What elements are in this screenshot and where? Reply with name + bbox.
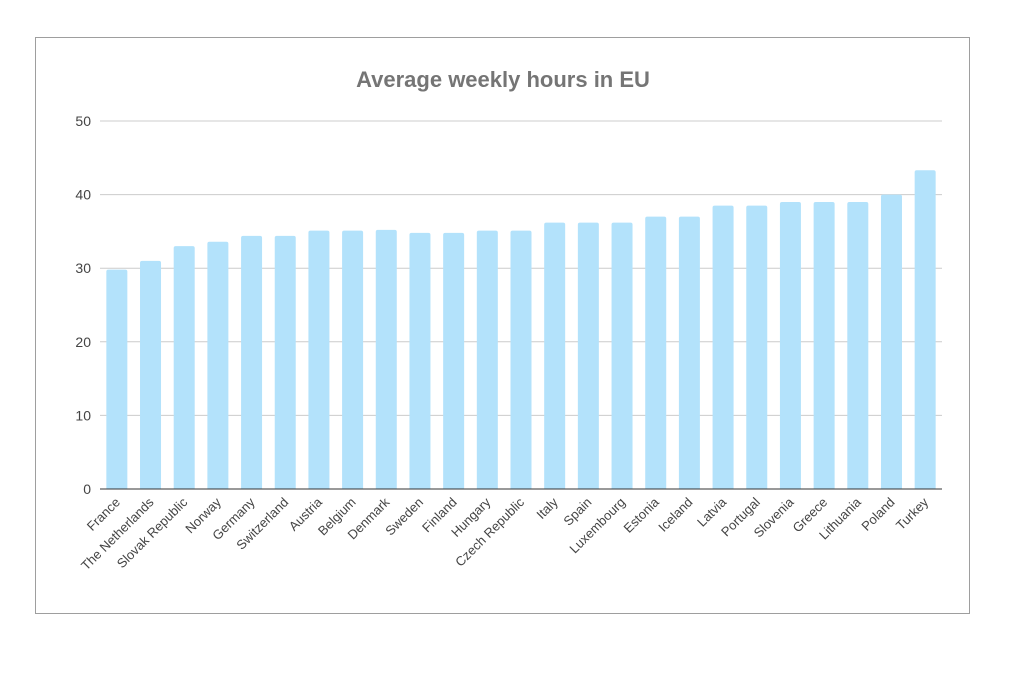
bar [611, 222, 633, 489]
bar [443, 232, 465, 489]
bar [880, 194, 902, 489]
bar [813, 201, 835, 489]
x-tick-label: Iceland [655, 495, 695, 535]
bar [544, 222, 566, 489]
bar [241, 235, 263, 489]
bar [577, 222, 599, 489]
x-tick-label: Poland [858, 495, 897, 534]
bar [779, 201, 801, 489]
chart-title: Average weekly hours in EU [356, 67, 650, 92]
bar [106, 269, 128, 489]
y-tick-label: 10 [75, 407, 91, 423]
bar [274, 235, 296, 489]
bar [678, 216, 700, 489]
bar [476, 230, 498, 489]
bar [510, 230, 532, 489]
y-tick-label: 20 [75, 334, 91, 350]
x-tick-label: Turkey [893, 494, 932, 533]
y-tick-label: 50 [75, 113, 91, 129]
bar [914, 170, 936, 489]
bar [207, 241, 229, 489]
x-tick-label: Italy [533, 494, 561, 522]
bar [173, 246, 195, 489]
bar [645, 216, 667, 489]
bar [712, 205, 734, 489]
bar [308, 230, 330, 489]
x-tick-label: Estonia [621, 494, 663, 536]
y-tick-label: 40 [75, 187, 91, 203]
y-tick-label: 0 [83, 481, 91, 497]
x-tick-label: Sweden [382, 495, 426, 539]
bar [140, 260, 162, 489]
bar [409, 232, 431, 489]
bar [847, 201, 869, 489]
bar [746, 205, 768, 489]
bar [342, 230, 364, 489]
y-tick-label: 30 [75, 260, 91, 276]
bar [375, 229, 397, 490]
